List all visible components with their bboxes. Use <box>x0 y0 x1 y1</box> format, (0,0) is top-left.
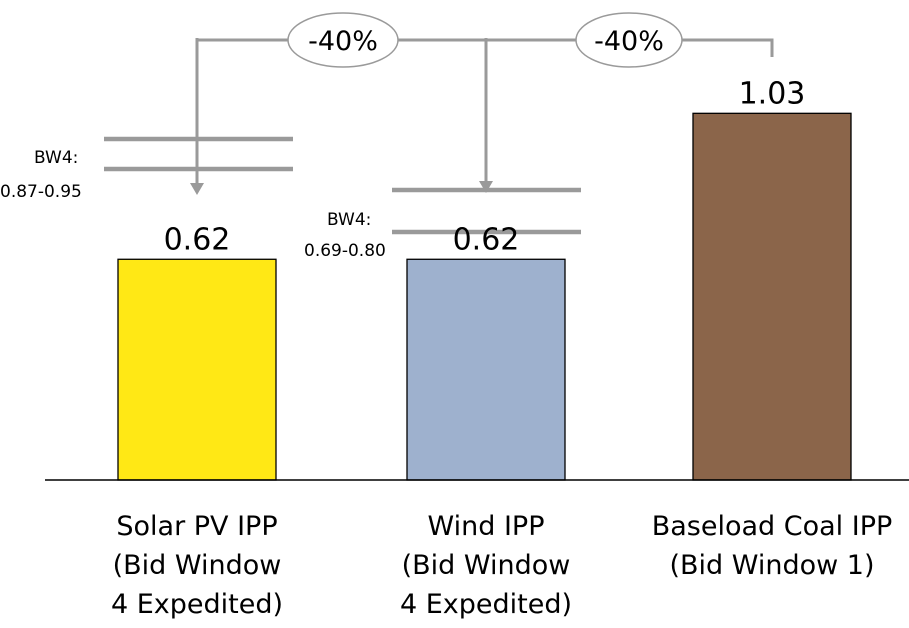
category-label-2-line-3: 4 Expedited) <box>400 589 572 620</box>
range-label-solar-1: BW4: <box>34 148 78 168</box>
bar-1 <box>117 258 277 481</box>
category-label-3: Baseload Coal IPP (Bid Window 1) <box>652 511 893 581</box>
connector-solar <box>195 38 290 185</box>
value-label-2: 0.62 <box>453 222 520 257</box>
bars-group: 0.62 Solar PV IPP (Bid Window 4 Expedited) 0… <box>111 76 892 620</box>
bar-2 <box>406 258 566 481</box>
category-label-1-line-2: (Bid Window <box>113 550 282 581</box>
category-label-1-line-3: 4 Expedited) <box>111 589 283 620</box>
connector-coal <box>681 38 774 57</box>
category-label-2-line-2: (Bid Window <box>402 550 571 581</box>
category-label-2: Wind IPP (Bid Window 4 Expedited) <box>400 511 572 620</box>
range-label-wind-1: BW4: <box>327 210 371 230</box>
category-label-3-line-1: Baseload Coal IPP <box>652 511 893 542</box>
wind-arrowhead <box>479 181 493 193</box>
solar-arrowhead <box>190 183 204 195</box>
pct-oval-2 <box>575 12 683 68</box>
category-label-2-line-1: Wind IPP <box>428 511 545 542</box>
value-label-1: 0.62 <box>164 222 231 257</box>
pct-label-1: -40% <box>308 26 378 57</box>
pct-oval-1 <box>287 12 399 68</box>
category-label-3-line-2: (Bid Window 1) <box>669 550 874 581</box>
category-label-1: Solar PV IPP (Bid Window 4 Expedited) <box>111 511 283 620</box>
value-label-3: 1.03 <box>739 76 806 111</box>
bar-3 <box>692 112 852 481</box>
connector-middle <box>396 38 578 183</box>
pct-label-2: -40% <box>594 26 664 57</box>
range-label-wind-2: 0.69-0.80 <box>304 241 386 261</box>
range-label-solar-2: 0.87-0.95 <box>0 182 82 202</box>
category-label-1-line-1: Solar PV IPP <box>116 511 277 542</box>
